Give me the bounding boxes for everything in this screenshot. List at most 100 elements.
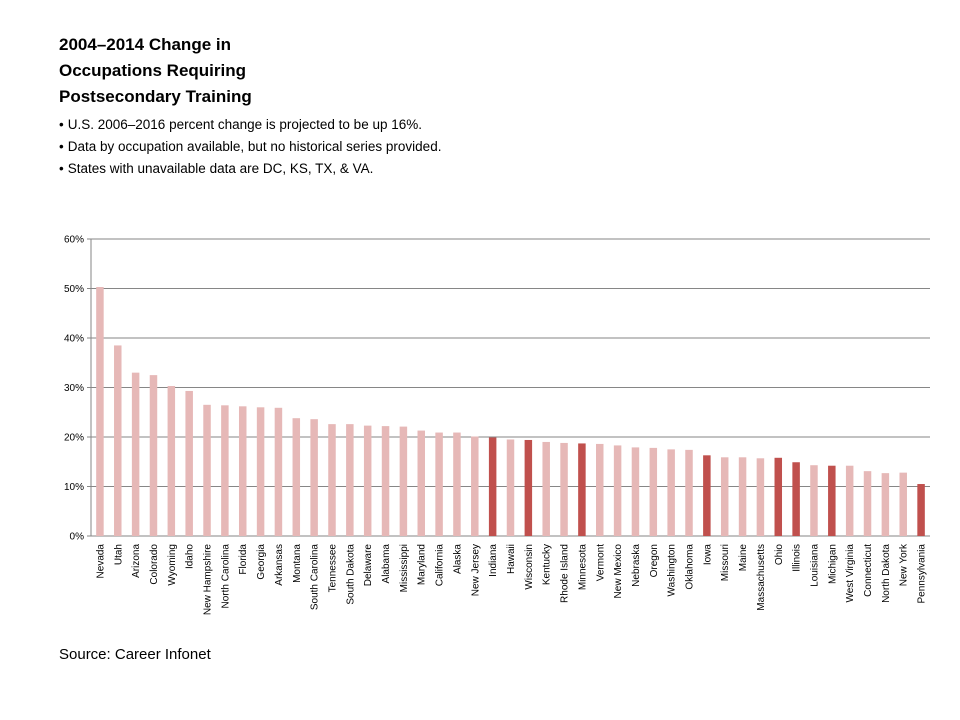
y-tick-label: 10% [64,482,84,493]
bar [899,472,907,536]
x-tick-label: North Dakota [881,544,892,603]
bullet-list: U.S. 2006–2016 percent change is project… [59,116,454,182]
bar [613,445,622,536]
bar [399,426,408,536]
x-tick-label: Illinois [792,544,803,572]
bar [417,430,425,536]
bar [738,457,747,536]
bar [774,457,783,536]
bar [114,345,122,536]
x-tick-label: Missouri [720,544,731,581]
x-tick-label: North Carolina [220,544,231,609]
bar [346,424,354,536]
x-tick-label: Utah [113,544,124,565]
y-axis-ticks: 0% 10% 20% 30% 40% 50% 60% [64,235,84,543]
bar [131,372,140,536]
x-tick-label: Georgia [256,544,267,580]
x-tick-label: Wyoming [167,544,178,586]
x-tick-label: Colorado [149,544,160,585]
x-tick-label: Florida [238,544,249,575]
bars [96,287,925,536]
bar [649,447,658,536]
bar [435,432,443,536]
x-tick-label: Mississippi [399,544,410,592]
bar [363,425,372,536]
x-tick-label: West Virginia [845,544,856,603]
title-line: Occupations Requiring [59,61,247,80]
x-tick-label: Iowa [702,544,713,566]
x-tick-label: Hawaii [506,544,517,574]
bar [96,287,104,536]
bar [810,465,818,536]
bar [256,407,265,536]
x-tick-label: Montana [292,544,303,583]
bar [274,407,283,536]
x-tick-label: Maine [738,544,749,572]
bar [685,449,693,536]
bullet-item: States with unavailable data are DC, KS,… [59,160,454,178]
bullet-item: Data by occupation available, but no his… [59,138,454,156]
x-tick-label: California [435,544,446,587]
bar [221,405,229,536]
x-tick-label: Nebraska [631,544,642,587]
x-tick-label: Michigan [827,544,838,584]
bar [167,386,176,536]
bar [381,426,390,536]
y-tick-label: 50% [64,284,84,295]
bar [310,419,318,536]
x-tick-label: New Mexico [613,544,624,599]
title-line: Postsecondary Training [59,87,252,106]
x-tick-label: Alaska [452,544,463,574]
bar [471,436,479,536]
x-tick-label: Connecticut [863,544,874,597]
bar [917,484,925,536]
y-tick-label: 20% [64,433,84,444]
source-note: Source: Career Infonet [59,646,211,663]
x-tick-label: Alabama [381,544,392,584]
x-tick-label: New Hampshire [203,544,214,616]
x-tick-label: New Jersey [470,544,481,596]
bar [863,471,872,536]
x-tick-label: Arizona [131,544,142,578]
x-tick-label: Indiana [488,544,499,577]
x-tick-label: Oregon [649,544,660,577]
x-tick-label: Idaho [185,544,196,569]
bar [203,404,211,536]
x-tick-label: Washington [667,544,678,596]
x-tick-label: Maryland [417,544,428,585]
bar [149,375,158,536]
x-tick-label: Minnesota [577,544,588,591]
y-tick-label: 0% [70,532,85,543]
x-tick-label: Tennessee [327,544,338,593]
x-tick-label: Wisconsin [524,544,535,590]
bullet-item: U.S. 2006–2016 percent change is project… [59,116,454,134]
bar [506,439,515,536]
x-tick-label: Pennsylvania [917,544,928,604]
bar [292,418,301,536]
title-line: 2004–2014 Change in [59,35,231,54]
bar [667,449,675,536]
x-tick-label: Arkansas [274,544,285,586]
x-tick-label: Ohio [774,544,785,566]
bar [596,443,604,536]
x-axis-labels: Nevada Utah Arizona Colorado Wyoming Idaho New… [95,543,927,615]
bar [524,439,533,536]
y-tick-label: 30% [64,383,84,394]
bar [453,432,461,536]
y-tick-label: 40% [64,334,84,345]
x-tick-label: South Carolina [310,544,321,611]
y-tick-label: 60% [64,235,84,246]
bar [328,424,336,536]
x-tick-label: Massachusetts [756,544,767,611]
bar [720,457,729,536]
bar [542,441,550,536]
bar [703,455,711,536]
bar [881,473,890,536]
x-tick-label: Delaware [363,544,374,587]
slide-title: 2004–2014 Change in Occupations Requirin… [59,32,439,110]
bar [845,465,854,536]
bar [560,442,568,536]
bar [828,465,836,536]
x-tick-label: Vermont [595,544,606,581]
bar [631,447,640,536]
